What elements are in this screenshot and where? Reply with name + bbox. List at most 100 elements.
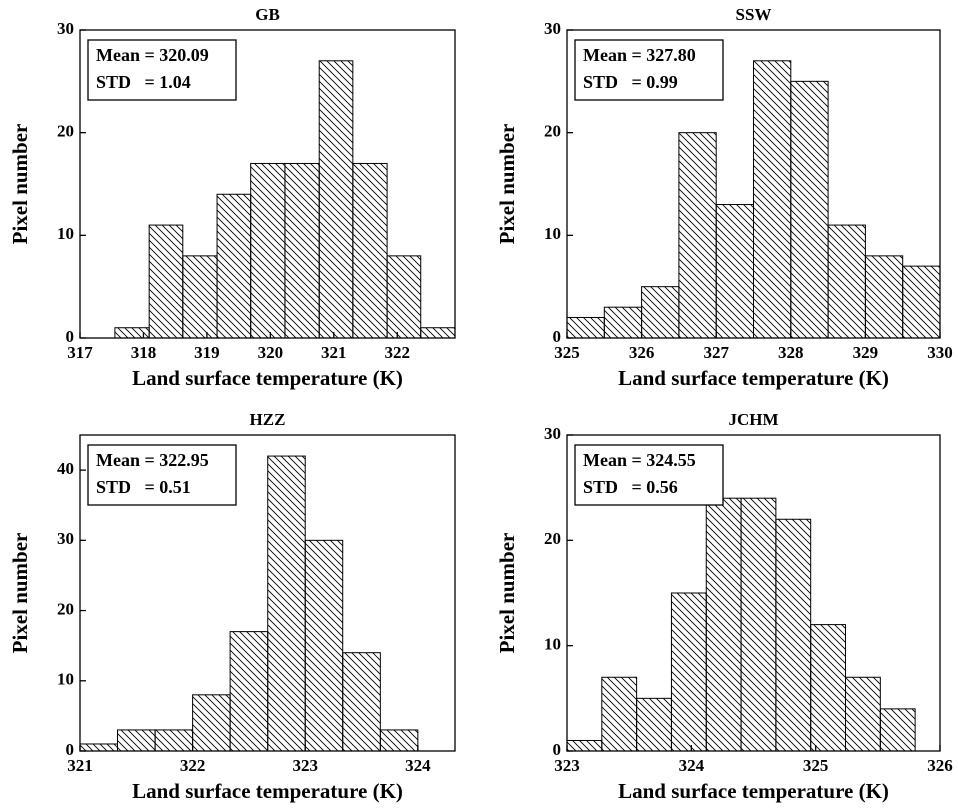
- bar: [117, 729, 156, 752]
- y-axis-label: Pixel number: [8, 124, 32, 245]
- x-tick-label: 325: [554, 343, 580, 362]
- bar: [154, 729, 194, 752]
- bar: [775, 518, 812, 752]
- bar: [229, 631, 269, 752]
- x-tick-label: 323: [292, 756, 318, 775]
- y-tick-label: 0: [553, 740, 562, 759]
- panel-title: GB: [255, 5, 280, 24]
- bar: [342, 652, 381, 752]
- y-tick-label: 0: [66, 740, 75, 759]
- y-tick-label: 10: [57, 224, 74, 243]
- bar: [267, 455, 306, 752]
- x-tick-label: 323: [554, 756, 580, 775]
- y-tick-label: 30: [57, 19, 74, 38]
- bar: [740, 497, 777, 752]
- bar: [182, 255, 218, 339]
- bar: [845, 676, 881, 752]
- x-tick-label: 321: [321, 343, 347, 362]
- annotation: STD = 0.99: [583, 72, 678, 92]
- x-tick-label: 317: [67, 343, 93, 362]
- x-tick-label: 321: [67, 756, 93, 775]
- x-tick-label: 324: [405, 756, 431, 775]
- y-tick-label: 10: [544, 224, 561, 243]
- bar: [603, 306, 643, 339]
- y-tick-label: 10: [57, 670, 74, 689]
- bar: [902, 265, 941, 339]
- y-tick-label: 40: [57, 459, 74, 478]
- bar: [705, 497, 742, 752]
- bar: [304, 539, 344, 752]
- annotation: STD = 1.04: [96, 72, 191, 92]
- x-tick-label: 329: [853, 343, 879, 362]
- annotation: Mean = 322.95: [96, 450, 209, 470]
- bar: [566, 316, 605, 339]
- x-axis-label: Land surface temperature (K): [618, 779, 889, 803]
- y-tick-label: 20: [57, 122, 74, 141]
- x-tick-label: 326: [629, 343, 655, 362]
- bar: [678, 132, 717, 339]
- y-tick-label: 20: [544, 529, 561, 548]
- plot-frame: [566, 434, 941, 752]
- bar: [148, 224, 184, 339]
- panel-title: SSW: [736, 5, 772, 24]
- plot-frame: [566, 29, 941, 339]
- y-tick-label: 30: [57, 529, 74, 548]
- annotation-box: [87, 39, 237, 101]
- annotation-box: [87, 444, 237, 506]
- x-axis-label: Land surface temperature (K): [132, 779, 403, 803]
- x-axis-label: Land surface temperature (K): [618, 366, 889, 390]
- bar: [192, 694, 231, 752]
- bar: [641, 286, 680, 339]
- bar: [864, 255, 904, 339]
- annotation-box: [574, 444, 724, 506]
- x-axis-label: Land surface temperature (K): [132, 366, 403, 390]
- bar: [420, 327, 456, 339]
- y-tick-label: 20: [544, 122, 561, 141]
- bar: [386, 255, 422, 339]
- y-tick-label: 10: [544, 635, 561, 654]
- x-tick-label: 319: [194, 343, 220, 362]
- annotation: Mean = 324.55: [583, 450, 696, 470]
- x-tick-label: 326: [927, 756, 953, 775]
- y-tick-label: 0: [66, 327, 75, 346]
- bar: [753, 60, 792, 339]
- bar: [790, 80, 829, 339]
- x-tick-label: 322: [180, 756, 206, 775]
- x-tick-label: 330: [927, 343, 953, 362]
- y-axis-label: Pixel number: [495, 124, 519, 245]
- x-tick-label: 324: [679, 756, 705, 775]
- bar: [715, 204, 755, 339]
- y-axis-label: Pixel number: [8, 533, 32, 654]
- annotation: STD = 0.51: [96, 477, 191, 497]
- bar: [601, 676, 638, 752]
- bar: [670, 592, 707, 752]
- x-tick-label: 328: [778, 343, 804, 362]
- plot-frame: [79, 29, 456, 339]
- x-tick-label: 322: [385, 343, 411, 362]
- annotation: STD = 0.56: [583, 477, 678, 497]
- annotation-box: [574, 39, 724, 101]
- bar: [284, 162, 320, 339]
- y-tick-label: 30: [544, 19, 561, 38]
- y-tick-label: 20: [57, 599, 74, 618]
- bar: [810, 624, 847, 752]
- bar: [352, 162, 388, 339]
- panel-title: JCHM: [728, 410, 778, 429]
- x-tick-label: 327: [703, 343, 729, 362]
- bar: [250, 162, 286, 339]
- plot-frame: [79, 434, 456, 752]
- bar: [636, 697, 672, 752]
- x-tick-label: 318: [131, 343, 157, 362]
- bar: [879, 708, 916, 752]
- annotation: Mean = 320.09: [96, 45, 209, 65]
- panel-title: HZZ: [250, 410, 286, 429]
- annotation: Mean = 327.80: [583, 45, 696, 65]
- y-tick-label: 30: [544, 424, 561, 443]
- bar: [566, 739, 603, 752]
- bar: [827, 224, 866, 339]
- y-tick-label: 0: [553, 327, 562, 346]
- x-tick-label: 325: [803, 756, 829, 775]
- bar: [318, 60, 354, 339]
- y-axis-label: Pixel number: [495, 533, 519, 654]
